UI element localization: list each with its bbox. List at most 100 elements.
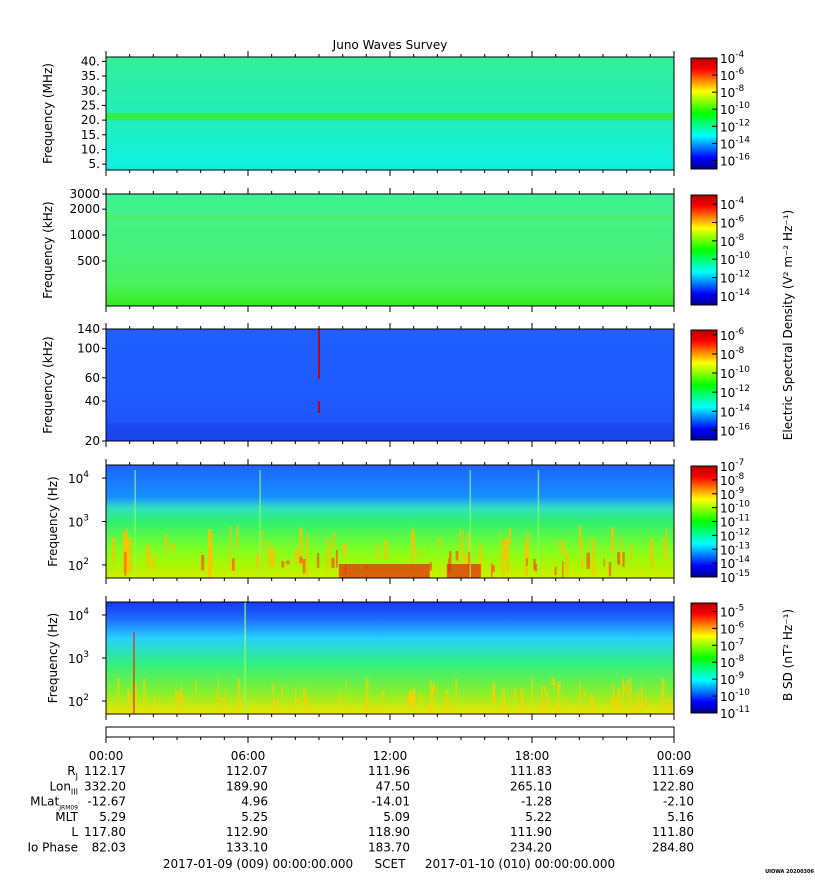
ephemeris-value: 5.09 [383, 810, 410, 824]
ephemeris-table: RJ 112.17 112.07 111.96 111.83 111.69 LonIII 33… [27, 764, 694, 855]
panel-1-ytick: 5. [89, 157, 100, 171]
panel-4-ytick: 102 [68, 557, 89, 573]
time-tick-label: 12:00 [373, 749, 408, 763]
chart-title: Juno Waves Survey [332, 38, 448, 52]
panel-5-colorbar-tick: 10-5 [720, 603, 744, 619]
ephemeris-value: 332.20 [84, 779, 126, 793]
electric-colorbar-label: Electric Spectral Density (V² m⁻² Hz⁻¹) [781, 210, 795, 440]
ephemeris-value: 111.90 [510, 825, 552, 839]
panel-3-colorbar-tick: 10-16 [720, 422, 750, 438]
panel-5-colorbar-tick: 10-7 [720, 637, 744, 653]
panel-1-colorbar [690, 57, 718, 170]
panel-5-ylabel: Frequency (Hz) [46, 613, 60, 704]
panel-2-colorbar-tick: 10-14 [720, 288, 750, 304]
ephemeris-value: 284.80 [652, 841, 694, 855]
ephemeris-value: 82.03 [92, 841, 126, 855]
panel-3-colorbar-tick: 10-6 [720, 327, 745, 343]
ephemeris-value: 117.80 [84, 825, 126, 839]
panel-1: 40.35.30.25.20.15.10.5. Frequency (MHz) 10… [41, 50, 750, 176]
time-tick-label: 00:00 [657, 749, 692, 763]
panel-3-colorbar-tick: 10-10 [720, 365, 750, 381]
ephemeris-label: Io Phase [27, 841, 78, 855]
panel-1-band [106, 113, 674, 121]
footer-scet: SCET [375, 857, 407, 871]
ephemeris-value: 5.16 [667, 810, 694, 824]
panel-5-ytick-exp: 3 [83, 650, 89, 660]
ephemeris-value: 112.07 [226, 764, 268, 778]
panel-3-base [106, 423, 674, 441]
panel-1-colorbar-tick: 10-14 [720, 135, 750, 151]
panel-1-colorbar-tick: 10-8 [720, 84, 745, 100]
ephemeris-value: -12.67 [87, 795, 126, 809]
panel-2-colorbar-tick: 10-6 [720, 215, 745, 231]
panel-2-band [106, 215, 674, 220]
time-strip [105, 726, 675, 738]
panel-5-colorbar-tick: 10-10 [720, 688, 750, 704]
panel-3-ytick: 20 [85, 434, 100, 448]
ephemeris-value: 111.69 [652, 764, 694, 778]
panel-1-ylabel: Frequency (MHz) [41, 63, 55, 164]
panel-1-ytick: 15. [81, 128, 100, 142]
panel-3-ytick: 140 [77, 322, 100, 336]
ephemeris-label: MLT [55, 810, 78, 824]
panel-4-bursts [112, 470, 668, 578]
panel-1-colorbar-tick: 10-16 [720, 152, 750, 168]
ephemeris-label: LonIII [50, 779, 79, 796]
panel-1-ytick: 20. [81, 113, 100, 127]
panel-1-colorbar-tick: 10-12 [720, 118, 750, 134]
ephemeris-value: 189.90 [226, 779, 268, 793]
panel-5-colorbar [690, 602, 718, 714]
ephemeris-value: 133.10 [226, 841, 268, 855]
ephemeris-value: -1.28 [521, 795, 552, 809]
ephemeris-value: 234.20 [510, 841, 552, 855]
panel-3-colorbar [690, 329, 718, 441]
panel-5-ytick-exp: 2 [83, 693, 89, 703]
panel-4-ytick-exp: 2 [83, 557, 89, 567]
ephemeris-value: 4.96 [241, 795, 268, 809]
panel-1-ytick: 25. [81, 98, 100, 112]
panel-2-colorbar-tick: 10-12 [720, 270, 750, 286]
ephemeris-value: 111.83 [510, 764, 552, 778]
panel-4-colorbar-tick: 10-15 [720, 569, 750, 585]
panel-5-colorbar-tick: 10-11 [720, 705, 750, 721]
ephemeris-value: 47.50 [376, 779, 410, 793]
panel-3-ytick: 60 [85, 371, 100, 385]
panel-1-ytick: 10. [81, 142, 100, 156]
panel-5-ytick-exp: 4 [83, 607, 89, 617]
panel-5-colorbar-tick: 10-9 [720, 671, 745, 687]
panel-2-colorbar [690, 194, 718, 306]
footer-start: 2017-01-09 (009) 00:00:00.000 [163, 857, 353, 871]
time-axis: 00:00 06:00 12:00 18:00 00:00 [89, 726, 692, 763]
panel-5-ytick: 102 [68, 693, 89, 709]
panel-2-colorbar-tick: 10-4 [720, 196, 745, 212]
panel-3-spectrogram [106, 329, 674, 441]
panel-2-colorbar-tick: 10-8 [720, 233, 745, 249]
panel-3-colorbar-tick: 10-12 [720, 384, 750, 400]
footer-end: 2017-01-10 (010) 00:00:00.000 [425, 857, 615, 871]
time-tick-label: 18:00 [515, 749, 550, 763]
magnetic-colorbar-label: B SD (nT² Hz⁻¹) [781, 609, 795, 701]
panel-1-colorbar-tick: 10-4 [720, 50, 745, 66]
panel-2-ytick: 500 [77, 254, 100, 268]
ephemeris-label: RJ [67, 764, 78, 781]
ephemeris-value: 265.10 [510, 779, 552, 793]
ephemeris-label: L [71, 825, 78, 839]
panel-1-colorbar-tick: 10-10 [720, 101, 750, 117]
panel-2-spectrogram [106, 194, 674, 306]
panel-3-ylabel: Frequency (kHz) [41, 336, 55, 433]
ephemeris-value: 5.25 [241, 810, 268, 824]
panel-4-ytick-exp: 4 [83, 470, 89, 480]
panel-4-ytick-exp: 3 [83, 514, 89, 524]
panel-3-colorbar-tick: 10-14 [720, 403, 750, 419]
ephemeris-value: 112.17 [84, 764, 126, 778]
panel-3-spike [318, 329, 320, 379]
panel-3-spike-lower [318, 401, 320, 413]
panel-3-ytick: 100 [77, 341, 100, 355]
panel-1-ytick: 30. [81, 84, 100, 98]
ephemeris-value: 112.90 [226, 825, 268, 839]
panel-3-ytick: 40 [85, 394, 100, 408]
panel-5-colorbar-tick: 10-6 [720, 620, 745, 636]
ephemeris-value: -14.01 [371, 795, 410, 809]
